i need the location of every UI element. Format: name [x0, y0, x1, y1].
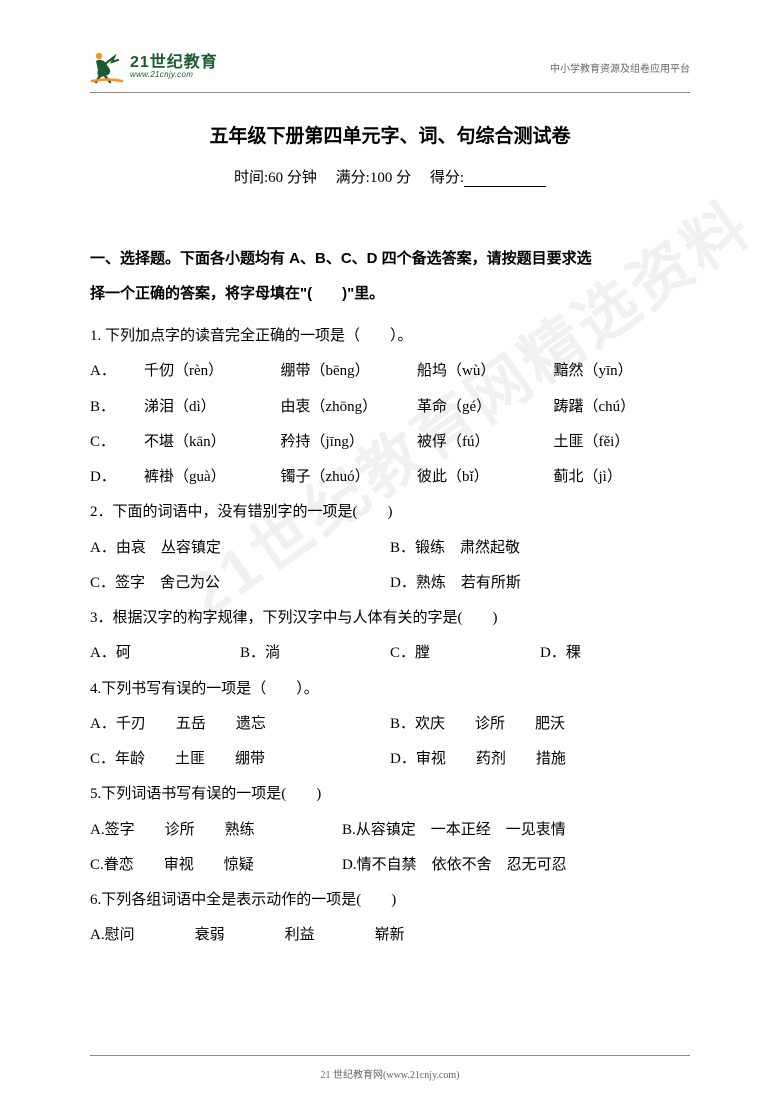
q4-opt-c: C．年龄 土匪 绷带	[90, 742, 390, 777]
q3-opt-d: D．稞	[540, 636, 690, 671]
q1-b-label: B．	[90, 390, 144, 425]
question-3: 3．根据汉字的构字规律，下列汉字中与人体有关的字是( ) A．砢 B．淌 C．膛…	[90, 601, 690, 672]
logo-cn: 21世纪教育	[130, 55, 218, 71]
footer-divider	[90, 1055, 690, 1056]
q2-opt-d: D．熟炼 若有所斯	[390, 566, 690, 601]
q5-opt-c: C.眷恋 审视 惊疑	[90, 848, 342, 883]
q1-d-c3: 彼此（bǐ）	[417, 460, 554, 495]
q5-opt-a: A.签字 诊所 熟练	[90, 813, 342, 848]
q1-row-a: A． 千仞（rèn） 绷带（bēng） 船坞（wù） 黯然（yīn）	[90, 354, 690, 389]
q2-opt-a: A．由哀 丛容镇定	[90, 531, 390, 566]
q4-opt-d: D．审视 药剂 措施	[390, 742, 690, 777]
page: 21世纪教育 www.21cnjy.com 中小学教育资源及组卷应用平台 五年级…	[0, 0, 780, 1103]
q5-row2: C.眷恋 审视 惊疑 D.情不自禁 依依不舍 忍无可忍	[90, 848, 690, 883]
q2-row1: A．由哀 丛容镇定 B．锻练 肃然起敬	[90, 531, 690, 566]
logo-url: www.21cnjy.com	[130, 71, 218, 79]
header: 21世纪教育 www.21cnjy.com 中小学教育资源及组卷应用平台	[90, 50, 690, 84]
q2-stem: 2．下面的词语中，没有错别字的一项是( )	[90, 495, 690, 530]
question-2: 2．下面的词语中，没有错别字的一项是( ) A．由哀 丛容镇定 B．锻练 肃然起…	[90, 495, 690, 601]
q1-d-c2: 镯子（zhuó）	[281, 460, 418, 495]
q1-b-c2: 由衷（zhōng）	[281, 390, 418, 425]
q1-c-c3: 被俘（fú）	[417, 425, 554, 460]
q1-a-c3: 船坞（wù）	[417, 354, 554, 389]
footer: 21 世纪教育网(www.21cnjy.com)	[0, 1055, 780, 1081]
q1-d-c1: 裤褂（guà）	[144, 460, 281, 495]
q1-b-c4: 踌躇（chú）	[554, 390, 691, 425]
score-label: 得分:	[430, 170, 464, 186]
q1-stem: 1. 下列加点字的读音完全正确的一项是（ ）。	[90, 319, 690, 354]
q1-a-c2: 绷带（bēng）	[281, 354, 418, 389]
q3-stem: 3．根据汉字的构字规律，下列汉字中与人体有关的字是( )	[90, 601, 690, 636]
q5-row1: A.签字 诊所 熟练 B.从容镇定 一本正经 一见衷情	[90, 813, 690, 848]
q1-a-c1: 千仞（rèn）	[144, 354, 281, 389]
section-1-head: 一、选择题。下面各小题均有 A、B、C、D 四个备选答案，请按题目要求选 择一个…	[90, 242, 690, 311]
logo-area: 21世纪教育 www.21cnjy.com	[90, 50, 218, 84]
q2-opt-b: B．锻练 肃然起敬	[390, 531, 690, 566]
q4-opt-a: A．千刃 五岳 遗忘	[90, 707, 390, 742]
exam-meta: 时间:60 分钟 满分:100 分 得分:	[90, 166, 690, 187]
q1-d-label: D．	[90, 460, 144, 495]
section-1-head-line2: 择一个正确的答案，将字母填在"( )"里。	[90, 277, 690, 312]
full-score-label: 满分:100 分	[336, 170, 411, 186]
q5-opt-d: D.情不自禁 依依不舍 忍无可忍	[342, 848, 690, 883]
question-1: 1. 下列加点字的读音完全正确的一项是（ ）。 A． 千仞（rèn） 绷带（bē…	[90, 319, 690, 495]
q4-opt-b: B．欢庆 诊所 肥沃	[390, 707, 690, 742]
time-label: 时间:60 分钟	[234, 170, 317, 186]
score-blank[interactable]	[464, 173, 546, 187]
q1-c-c1: 不堪（kān）	[144, 425, 281, 460]
q2-opt-c: C．签字 舍己为公	[90, 566, 390, 601]
q6-stem: 6.下列各组词语中全是表示动作的一项是( )	[90, 883, 690, 918]
logo-text: 21世纪教育 www.21cnjy.com	[130, 55, 218, 79]
q1-row-d: D． 裤褂（guà） 镯子（zhuó） 彼此（bǐ） 蓟北（jì）	[90, 460, 690, 495]
question-4: 4.下列书写有误的一项是（ ）。 A．千刃 五岳 遗忘 B．欢庆 诊所 肥沃 C…	[90, 672, 690, 778]
footer-text: 21 世纪教育网(www.21cnjy.com)	[321, 1070, 460, 1081]
q3-opt-c: C．膛	[390, 636, 540, 671]
q4-stem: 4.下列书写有误的一项是（ ）。	[90, 672, 690, 707]
q1-row-b: B． 涕泪（dì） 由衷（zhōng） 革命（gé） 踌躇（chú）	[90, 390, 690, 425]
q1-c-c4: 土匪（fěi）	[554, 425, 691, 460]
q1-b-c1: 涕泪（dì）	[144, 390, 281, 425]
q1-row-c: C． 不堪（kān） 矜持（jīng） 被俘（fú） 土匪（fěi）	[90, 425, 690, 460]
q3-opts: A．砢 B．淌 C．膛 D．稞	[90, 636, 690, 671]
q1-c-c2: 矜持（jīng）	[281, 425, 418, 460]
logo-icon	[90, 50, 124, 84]
header-divider	[90, 92, 690, 93]
q1-b-c3: 革命（gé）	[417, 390, 554, 425]
q4-row2: C．年龄 土匪 绷带 D．审视 药剂 措施	[90, 742, 690, 777]
question-5: 5.下列词语书写有误的一项是( ) A.签字 诊所 熟练 B.从容镇定 一本正经…	[90, 777, 690, 883]
question-6: 6.下列各组词语中全是表示动作的一项是( ) A.慰问 衰弱 利益 崭新	[90, 883, 690, 954]
q4-row1: A．千刃 五岳 遗忘 B．欢庆 诊所 肥沃	[90, 707, 690, 742]
q1-a-label: A．	[90, 354, 144, 389]
q6-opt-a: A.慰问 衰弱 利益 崭新	[90, 918, 690, 953]
q1-c-label: C．	[90, 425, 144, 460]
section-1-head-line1: 一、选择题。下面各小题均有 A、B、C、D 四个备选答案，请按题目要求选	[90, 242, 690, 277]
q3-opt-a: A．砢	[90, 636, 240, 671]
q1-a-c4: 黯然（yīn）	[554, 354, 691, 389]
q2-row2: C．签字 舍己为公 D．熟炼 若有所斯	[90, 566, 690, 601]
q5-opt-b: B.从容镇定 一本正经 一见衷情	[342, 813, 690, 848]
q5-stem: 5.下列词语书写有误的一项是( )	[90, 777, 690, 812]
page-title: 五年级下册第四单元字、词、句综合测试卷	[90, 121, 690, 148]
q1-d-c4: 蓟北（jì）	[554, 460, 691, 495]
header-right-text: 中小学教育资源及组卷应用平台	[550, 60, 690, 75]
q3-opt-b: B．淌	[240, 636, 390, 671]
